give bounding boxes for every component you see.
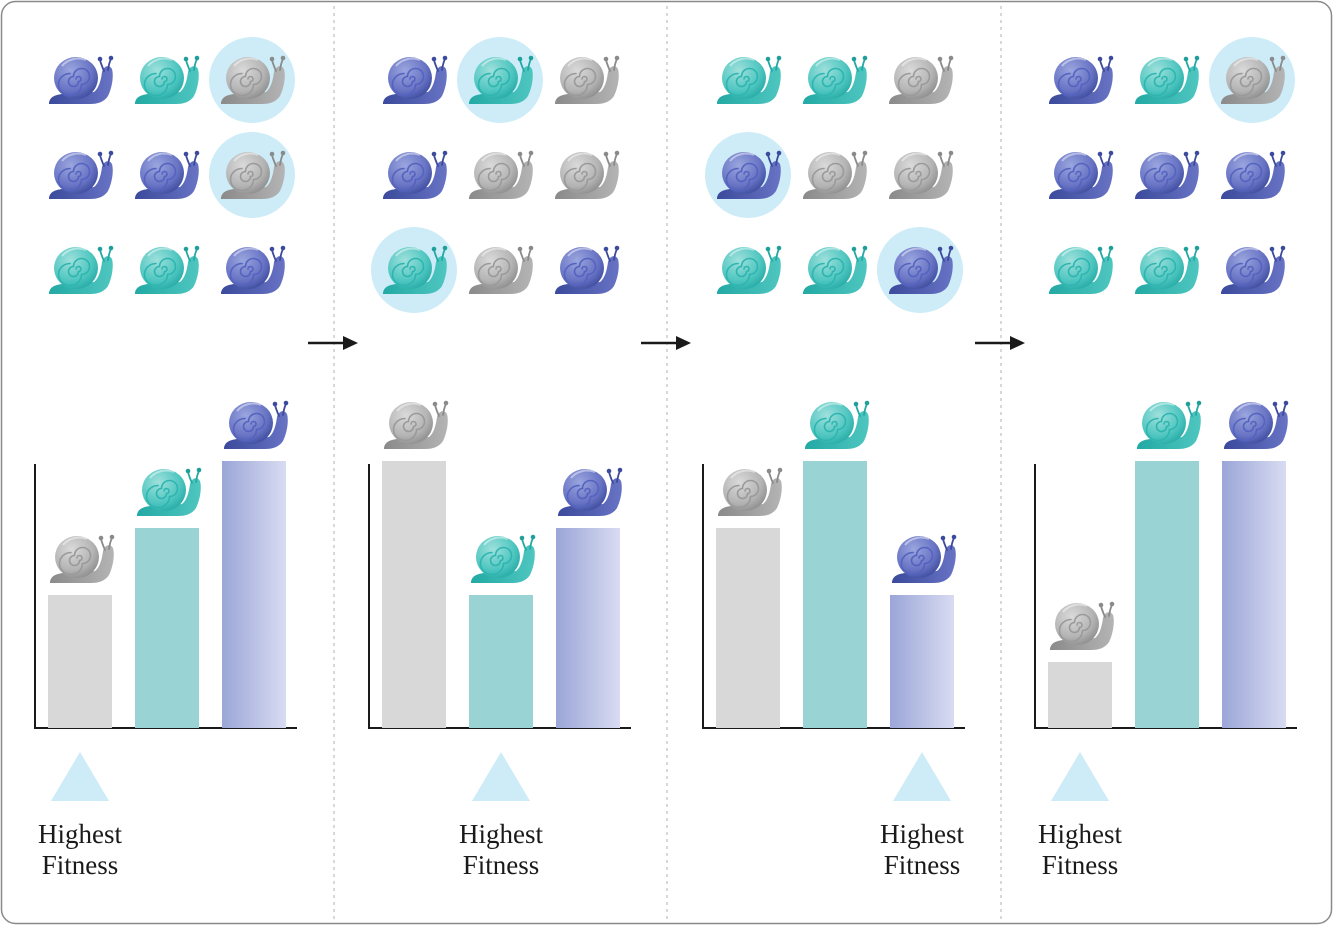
bar-purple bbox=[556, 528, 620, 728]
caption-line-1: Highest bbox=[38, 819, 122, 849]
snail-icon bbox=[1049, 55, 1114, 104]
snail-icon bbox=[1137, 400, 1202, 449]
snail-icon bbox=[889, 245, 954, 294]
chart-axes bbox=[1034, 464, 1297, 729]
bar-grey bbox=[1048, 662, 1112, 728]
bar-grey bbox=[48, 595, 112, 728]
snail-icon bbox=[49, 150, 114, 199]
snail-icon bbox=[221, 55, 286, 104]
snail-icon bbox=[1221, 55, 1286, 104]
snail-icon bbox=[1050, 601, 1115, 650]
bar-teal bbox=[469, 595, 533, 728]
snail-icon bbox=[558, 467, 623, 516]
caption-line-2: Fitness bbox=[42, 850, 119, 880]
highest-fitness-marker bbox=[893, 752, 951, 801]
snail-icon bbox=[803, 245, 868, 294]
snail-icon bbox=[1135, 55, 1200, 104]
snail-icon bbox=[49, 55, 114, 104]
snail-icon bbox=[717, 55, 782, 104]
snail-icon bbox=[383, 150, 448, 199]
snail-icon bbox=[803, 55, 868, 104]
bar-teal bbox=[135, 528, 199, 728]
highest-fitness-marker bbox=[1051, 752, 1109, 801]
chart-axes bbox=[368, 464, 631, 729]
caption-line-1: Highest bbox=[880, 819, 964, 849]
snail-icon bbox=[135, 55, 200, 104]
snail-icon bbox=[805, 400, 870, 449]
snail-icon bbox=[135, 150, 200, 199]
snail-icon bbox=[1135, 150, 1200, 199]
highest-fitness-marker bbox=[51, 752, 109, 801]
snail-icon bbox=[221, 150, 286, 199]
bar-purple bbox=[1222, 461, 1286, 728]
snail-icon bbox=[1221, 150, 1286, 199]
snail-icon bbox=[717, 150, 782, 199]
snail-icon bbox=[221, 245, 286, 294]
highest-fitness-marker bbox=[472, 752, 530, 801]
caption-line-1: Highest bbox=[459, 819, 543, 849]
arrow-right-icon bbox=[975, 336, 1025, 350]
snail-icon bbox=[555, 245, 620, 294]
snail-icon bbox=[889, 55, 954, 104]
snail-icon bbox=[718, 467, 783, 516]
snail-icon bbox=[1135, 245, 1200, 294]
snail-icon bbox=[1049, 245, 1114, 294]
snail-icon bbox=[469, 150, 534, 199]
snail-icon bbox=[137, 467, 202, 516]
snail-icon bbox=[555, 55, 620, 104]
snail-icon bbox=[49, 245, 114, 294]
snail-icon bbox=[471, 534, 536, 583]
snail-icon bbox=[384, 400, 449, 449]
bar-purple bbox=[890, 595, 954, 728]
snail-icon bbox=[224, 400, 289, 449]
snail-icon bbox=[889, 150, 954, 199]
caption-line-1: Highest bbox=[1038, 819, 1122, 849]
snail-icon bbox=[469, 245, 534, 294]
bar-grey bbox=[716, 528, 780, 728]
snail-icon bbox=[555, 150, 620, 199]
snail-icon bbox=[803, 150, 868, 199]
snail-icon bbox=[383, 245, 448, 294]
arrow-right-icon bbox=[308, 336, 358, 350]
bar-teal bbox=[1135, 461, 1199, 728]
caption-line-2: Fitness bbox=[884, 850, 961, 880]
caption-line-2: Fitness bbox=[1042, 850, 1119, 880]
snail-icon bbox=[1221, 245, 1286, 294]
snail-icon bbox=[892, 534, 957, 583]
caption-line-2: Fitness bbox=[463, 850, 540, 880]
bar-teal bbox=[803, 461, 867, 728]
bar-purple bbox=[222, 461, 286, 728]
snail-icon bbox=[1224, 400, 1289, 449]
chart-axes bbox=[702, 464, 965, 729]
snail-icon bbox=[135, 245, 200, 294]
snail-icon bbox=[1049, 150, 1114, 199]
snail-icon bbox=[469, 55, 534, 104]
arrow-right-icon bbox=[641, 336, 691, 350]
chart-axes bbox=[34, 464, 297, 729]
snail-icon bbox=[50, 534, 115, 583]
snail-icon bbox=[717, 245, 782, 294]
snail-icon bbox=[383, 55, 448, 104]
bar-grey bbox=[382, 461, 446, 728]
